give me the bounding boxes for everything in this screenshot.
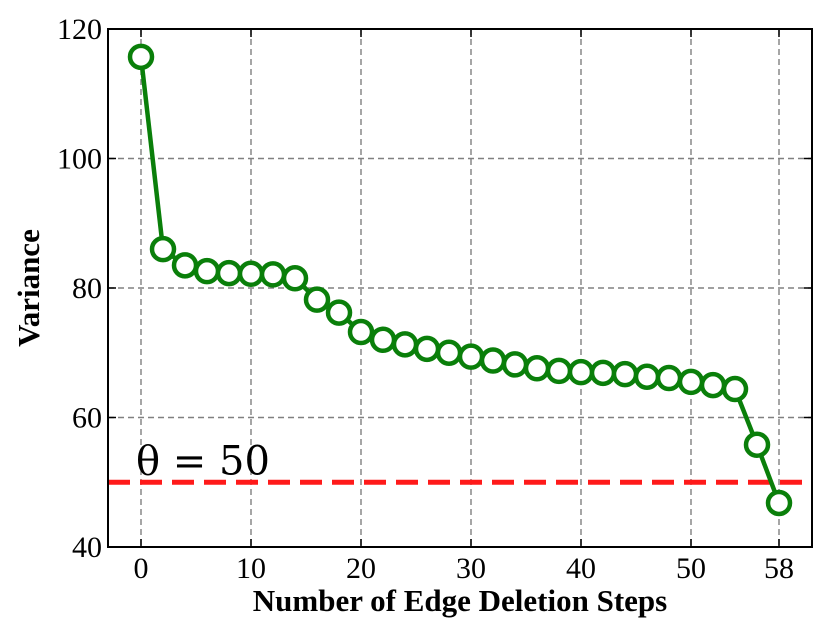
data-point bbox=[391, 331, 419, 358]
data-point bbox=[259, 261, 287, 288]
data-point bbox=[193, 257, 221, 285]
x-tick-label: 50 bbox=[676, 552, 706, 585]
data-point bbox=[589, 359, 617, 387]
data-point bbox=[633, 363, 661, 390]
x-tick-label: 30 bbox=[456, 552, 486, 585]
data-point bbox=[501, 351, 529, 378]
data-point bbox=[545, 357, 573, 385]
data-point bbox=[457, 343, 485, 370]
data-point bbox=[347, 318, 375, 346]
data-point bbox=[215, 259, 243, 287]
data-point bbox=[677, 368, 705, 396]
data-point bbox=[721, 375, 749, 403]
data-point bbox=[655, 364, 683, 392]
data-point bbox=[567, 358, 595, 386]
x-tick-label: 20 bbox=[346, 552, 376, 585]
data-point bbox=[479, 347, 507, 374]
data-point bbox=[171, 252, 199, 279]
data-point bbox=[149, 235, 177, 263]
threshold-label: θ = 50 bbox=[136, 438, 270, 484]
data-point bbox=[281, 265, 309, 292]
data-point bbox=[127, 43, 155, 71]
y-tick-label: 80 bbox=[72, 272, 102, 305]
tick-layer: 0 10 20 30 40 50 58 40 60 80 100 120 bbox=[57, 13, 812, 585]
x-tick-label: 0 bbox=[134, 552, 149, 585]
data-point bbox=[611, 360, 639, 388]
x-tick-label: 10 bbox=[236, 552, 266, 585]
data-point bbox=[523, 355, 551, 382]
y-tick-label: 40 bbox=[72, 531, 102, 564]
data-point bbox=[237, 260, 265, 288]
data-point bbox=[413, 335, 441, 363]
data-point bbox=[765, 489, 793, 517]
data-point bbox=[743, 431, 771, 458]
data-point bbox=[699, 371, 727, 399]
y-tick-label: 100 bbox=[57, 143, 102, 176]
data-point bbox=[369, 326, 397, 354]
x-tick-label: 40 bbox=[566, 552, 596, 585]
x-tick-label: 58 bbox=[764, 552, 794, 585]
data-point bbox=[303, 286, 331, 313]
x-axis-label: Number of Edge Deletion Steps bbox=[253, 583, 667, 618]
data-point bbox=[325, 299, 353, 326]
y-axis-label: Variance bbox=[11, 229, 46, 347]
data-point bbox=[435, 339, 463, 366]
series-layer bbox=[127, 43, 793, 517]
y-tick-label: 120 bbox=[57, 13, 102, 46]
y-tick-label: 60 bbox=[72, 402, 102, 435]
